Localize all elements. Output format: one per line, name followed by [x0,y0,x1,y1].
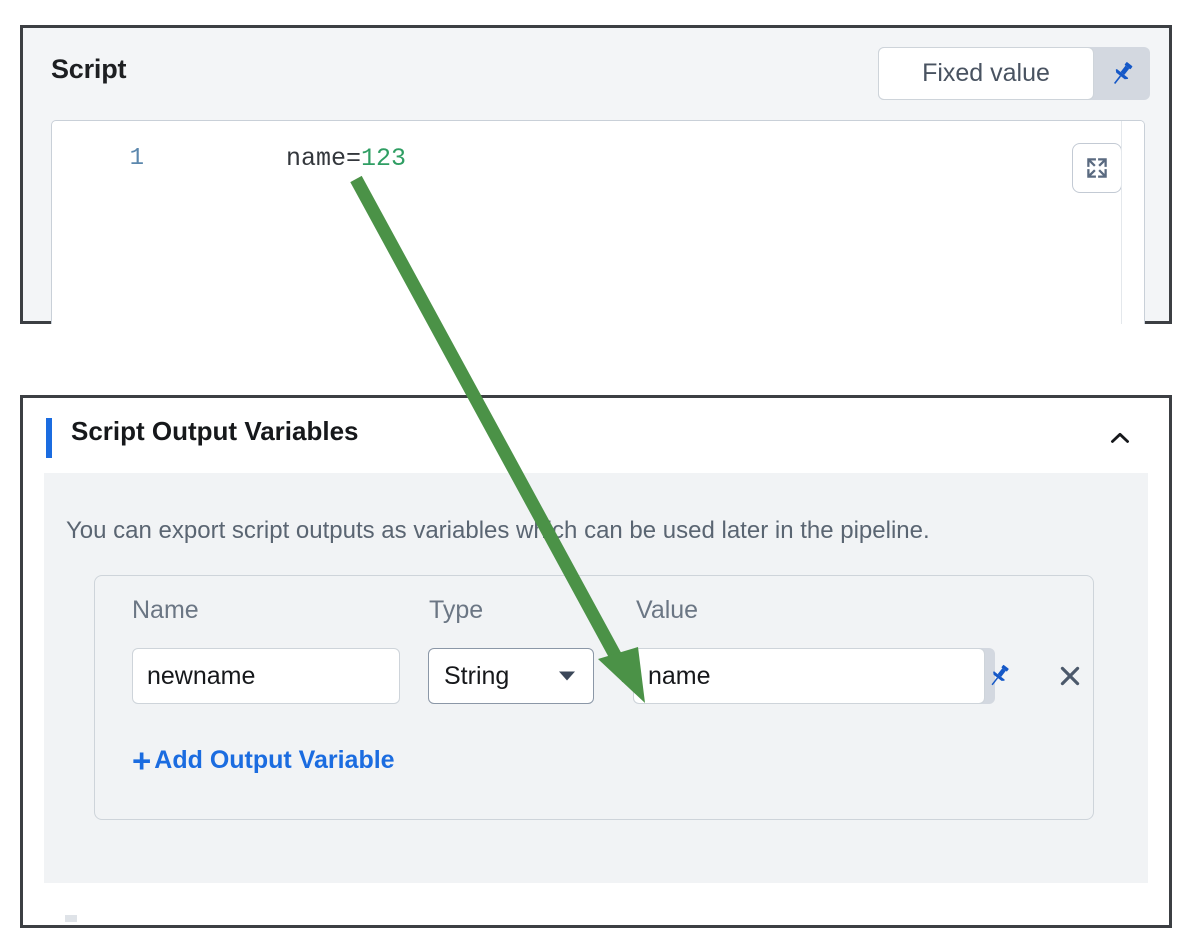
column-header-name: Name [132,596,199,624]
section-description: You can export script outputs as variabl… [66,517,930,544]
table-row: String [95,648,1093,704]
script-output-variables-header: Script Output Variables [23,398,1169,473]
table-column-headers: Name Type Value [95,596,1093,636]
code-line: 1 name=123 [52,141,406,175]
script-output-variables-panel: Script Output Variables You can export s… [20,395,1172,928]
code-line-text: name=123 [150,144,406,173]
code-token-number: 123 [361,143,407,173]
code-editor-scrollbar[interactable] [1121,121,1144,324]
column-header-type: Type [429,596,484,624]
expand-icon[interactable] [1072,143,1122,193]
variable-value-input[interactable] [633,648,985,704]
fixed-value-control-group: Fixed value [878,47,1150,100]
close-icon[interactable] [1050,656,1090,696]
add-output-variable-label: Add Output Variable [154,746,395,774]
variable-type-select-label: String [444,661,510,690]
fixed-value-button[interactable]: Fixed value [878,47,1094,100]
column-header-value: Value [636,596,699,624]
variable-name-input[interactable] [132,648,400,704]
truncated-element-stub [65,915,77,922]
variable-value-control-group [633,648,1009,704]
section-accent-bar [46,418,52,458]
chevron-down-icon [558,670,593,682]
pin-icon[interactable] [1094,47,1150,100]
page-title: Script [51,54,127,84]
script-code-editor[interactable]: 1 name=123 [51,120,1145,324]
output-variables-card: Name Type Value String [94,575,1094,820]
script-panel-header: Script Fixed value [23,28,1169,120]
script-output-variables-body: You can export script outputs as variabl… [44,473,1148,883]
chevron-up-icon[interactable] [1099,418,1141,458]
pin-icon[interactable] [985,648,1013,704]
add-output-variable-button[interactable]: + Add Output Variable [132,744,395,777]
code-token-assignment: name= [286,143,362,173]
script-panel: Script Fixed value 1 name=123 [20,25,1172,324]
code-line-number: 1 [129,144,144,172]
plus-icon: + [132,742,152,779]
section-title: Script Output Variables [71,416,359,446]
variable-type-select[interactable]: String [428,648,594,704]
